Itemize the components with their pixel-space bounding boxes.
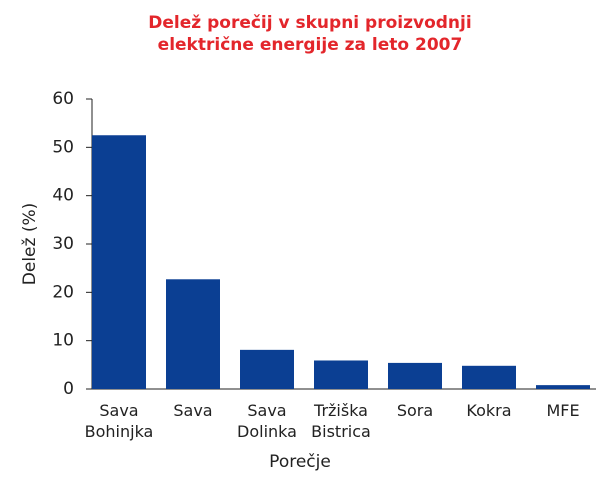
bar	[536, 385, 590, 389]
bar	[388, 362, 442, 389]
x-tick-label: Sava Dolinka	[237, 401, 297, 441]
x-tick-label: Kokra	[466, 401, 512, 420]
y-tick-label: 50	[52, 137, 74, 157]
bar	[462, 365, 516, 389]
bar	[240, 349, 294, 389]
x-tick-label: Sava Bohinjka	[84, 401, 154, 441]
bar	[166, 279, 220, 389]
y-tick-label: 10	[52, 331, 74, 351]
chart-title: Delež porečij v skupni proizvodnji elekt…	[148, 13, 472, 55]
x-axis-label: Porečje	[269, 452, 331, 472]
x-tick-label: Sava	[173, 401, 213, 420]
y-tick-label: 0	[63, 379, 74, 399]
bar	[92, 135, 146, 389]
y-tick-label: 30	[52, 234, 74, 254]
x-tick-label: MFE	[546, 401, 580, 420]
y-tick-label: 40	[52, 186, 74, 206]
y-tick-label: 20	[52, 282, 74, 302]
y-axis-label: Delež (%)	[20, 203, 40, 285]
y-tick-label: 60	[52, 89, 74, 109]
x-tick-label: Tržiška Bistrica	[311, 401, 371, 441]
bar	[314, 360, 368, 389]
x-tick-label: Sora	[396, 401, 434, 420]
